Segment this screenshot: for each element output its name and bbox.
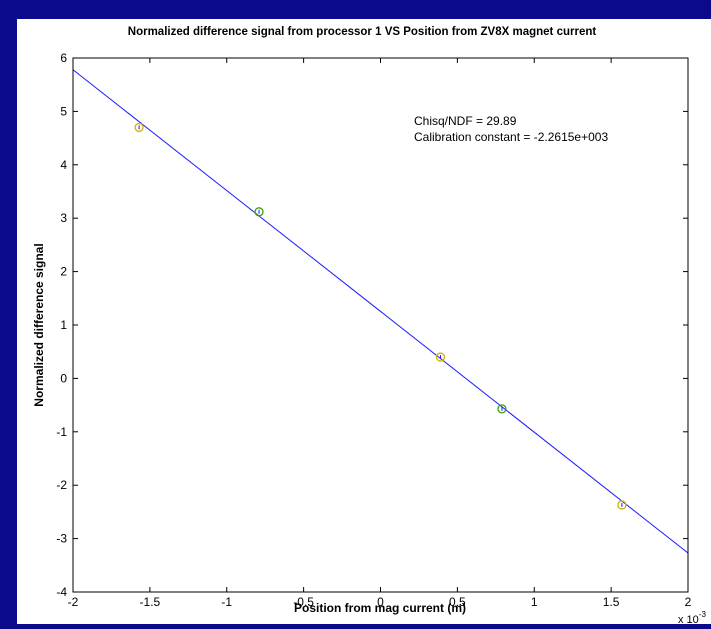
x-tick-label: -1.5	[140, 595, 161, 609]
x-axis-multiplier: x 10-3	[678, 610, 706, 624]
y-tick-label: -2	[56, 478, 67, 492]
x-axis-label: Position from mag current (m)	[294, 601, 466, 615]
data-point	[435, 352, 446, 362]
fit-line	[72, 69, 689, 554]
data-point	[497, 404, 507, 414]
x-axis-multiplier-base: x 10	[678, 614, 699, 624]
figure-canvas: Normalized difference signal from proces…	[17, 19, 711, 626]
y-tick-label: 1	[60, 318, 67, 332]
data-point	[254, 207, 264, 217]
y-tick-label: -1	[56, 425, 67, 439]
y-axis-label: Normalized difference signal	[32, 243, 46, 406]
y-tick-label: -3	[56, 532, 67, 546]
annotation-chisq: Chisq/NDF = 29.89	[414, 114, 517, 128]
x-tick-label: 1.5	[603, 595, 620, 609]
y-tick-label: 5	[60, 104, 67, 118]
annotation-calibration-constant: Calibration constant = -2.2615e+003	[414, 130, 608, 144]
y-tick-label: 0	[60, 371, 67, 385]
y-tick-label: -4	[56, 585, 67, 599]
y-tick-label: 4	[60, 158, 67, 172]
chart: Normalized difference signal from proces…	[32, 26, 706, 626]
x-tick-label: 1	[531, 595, 538, 609]
data-point	[617, 500, 627, 510]
plot-frame	[72, 57, 689, 593]
y-tick-label: 3	[60, 211, 67, 225]
y-tick-label: 2	[60, 265, 67, 279]
data-point	[134, 122, 144, 133]
x-tick-label: -1	[221, 595, 232, 609]
x-axis-multiplier-exponent: -3	[699, 610, 707, 619]
x-tick-label: 0	[377, 595, 384, 609]
x-tick-label: -0.5	[293, 595, 314, 609]
x-tick-label: 2	[685, 595, 692, 609]
x-tick-label: 0.5	[449, 595, 466, 609]
y-tick-label: 6	[60, 51, 67, 65]
x-tick-label: -2	[68, 595, 79, 609]
chart-title: Normalized difference signal from proces…	[128, 26, 597, 38]
